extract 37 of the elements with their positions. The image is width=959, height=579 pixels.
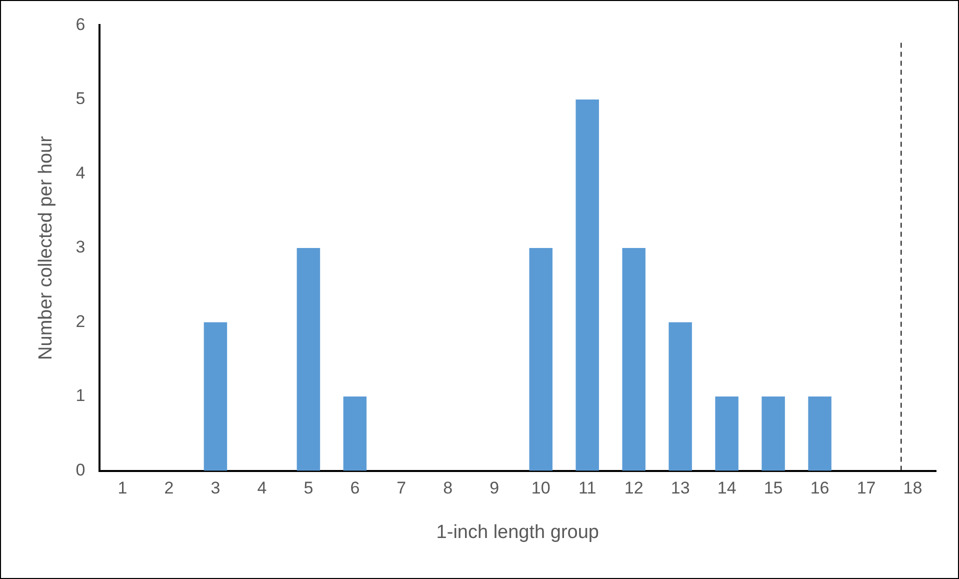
x-tick-label: 1 [118, 478, 128, 498]
y-tick-label: 6 [76, 14, 86, 34]
x-tick-label: 14 [717, 478, 736, 498]
bar [808, 396, 832, 471]
x-axis-title: 1-inch length group [436, 522, 599, 543]
bar [343, 396, 367, 471]
x-tick-label: 15 [764, 478, 783, 498]
x-tick-label: 8 [443, 478, 453, 498]
x-tick-label: 4 [257, 478, 267, 498]
x-tick-label: 12 [624, 478, 644, 498]
y-tick-label: 0 [76, 460, 86, 480]
bar [762, 396, 785, 471]
bar [576, 99, 599, 471]
y-tick-label: 1 [76, 386, 86, 406]
x-tick-label: 13 [670, 478, 690, 498]
x-tick-label: 18 [903, 478, 922, 498]
bar [296, 248, 320, 471]
bar [204, 322, 228, 471]
y-tick-label: 3 [76, 238, 86, 257]
x-tick-label: 9 [490, 478, 500, 498]
bar [529, 248, 552, 471]
x-tick-label: 7 [396, 478, 406, 498]
x-tick-label: 6 [350, 478, 360, 498]
y-tick-label: 2 [76, 312, 86, 331]
x-tick-label: 17 [856, 478, 876, 498]
bar [668, 322, 692, 471]
x-tick-label: 5 [304, 478, 314, 498]
y-tick-label: 4 [76, 163, 86, 182]
x-tick-label: 3 [210, 478, 220, 498]
x-tick-label: 16 [810, 478, 830, 498]
x-tick-label: 2 [164, 478, 174, 498]
y-tick-label: 5 [76, 89, 86, 108]
bar [622, 248, 646, 471]
x-tick-label: 11 [578, 478, 596, 498]
y-axis-title: Number collected per hour [36, 135, 57, 360]
x-tick-label: 10 [531, 478, 550, 498]
bar [715, 396, 738, 471]
